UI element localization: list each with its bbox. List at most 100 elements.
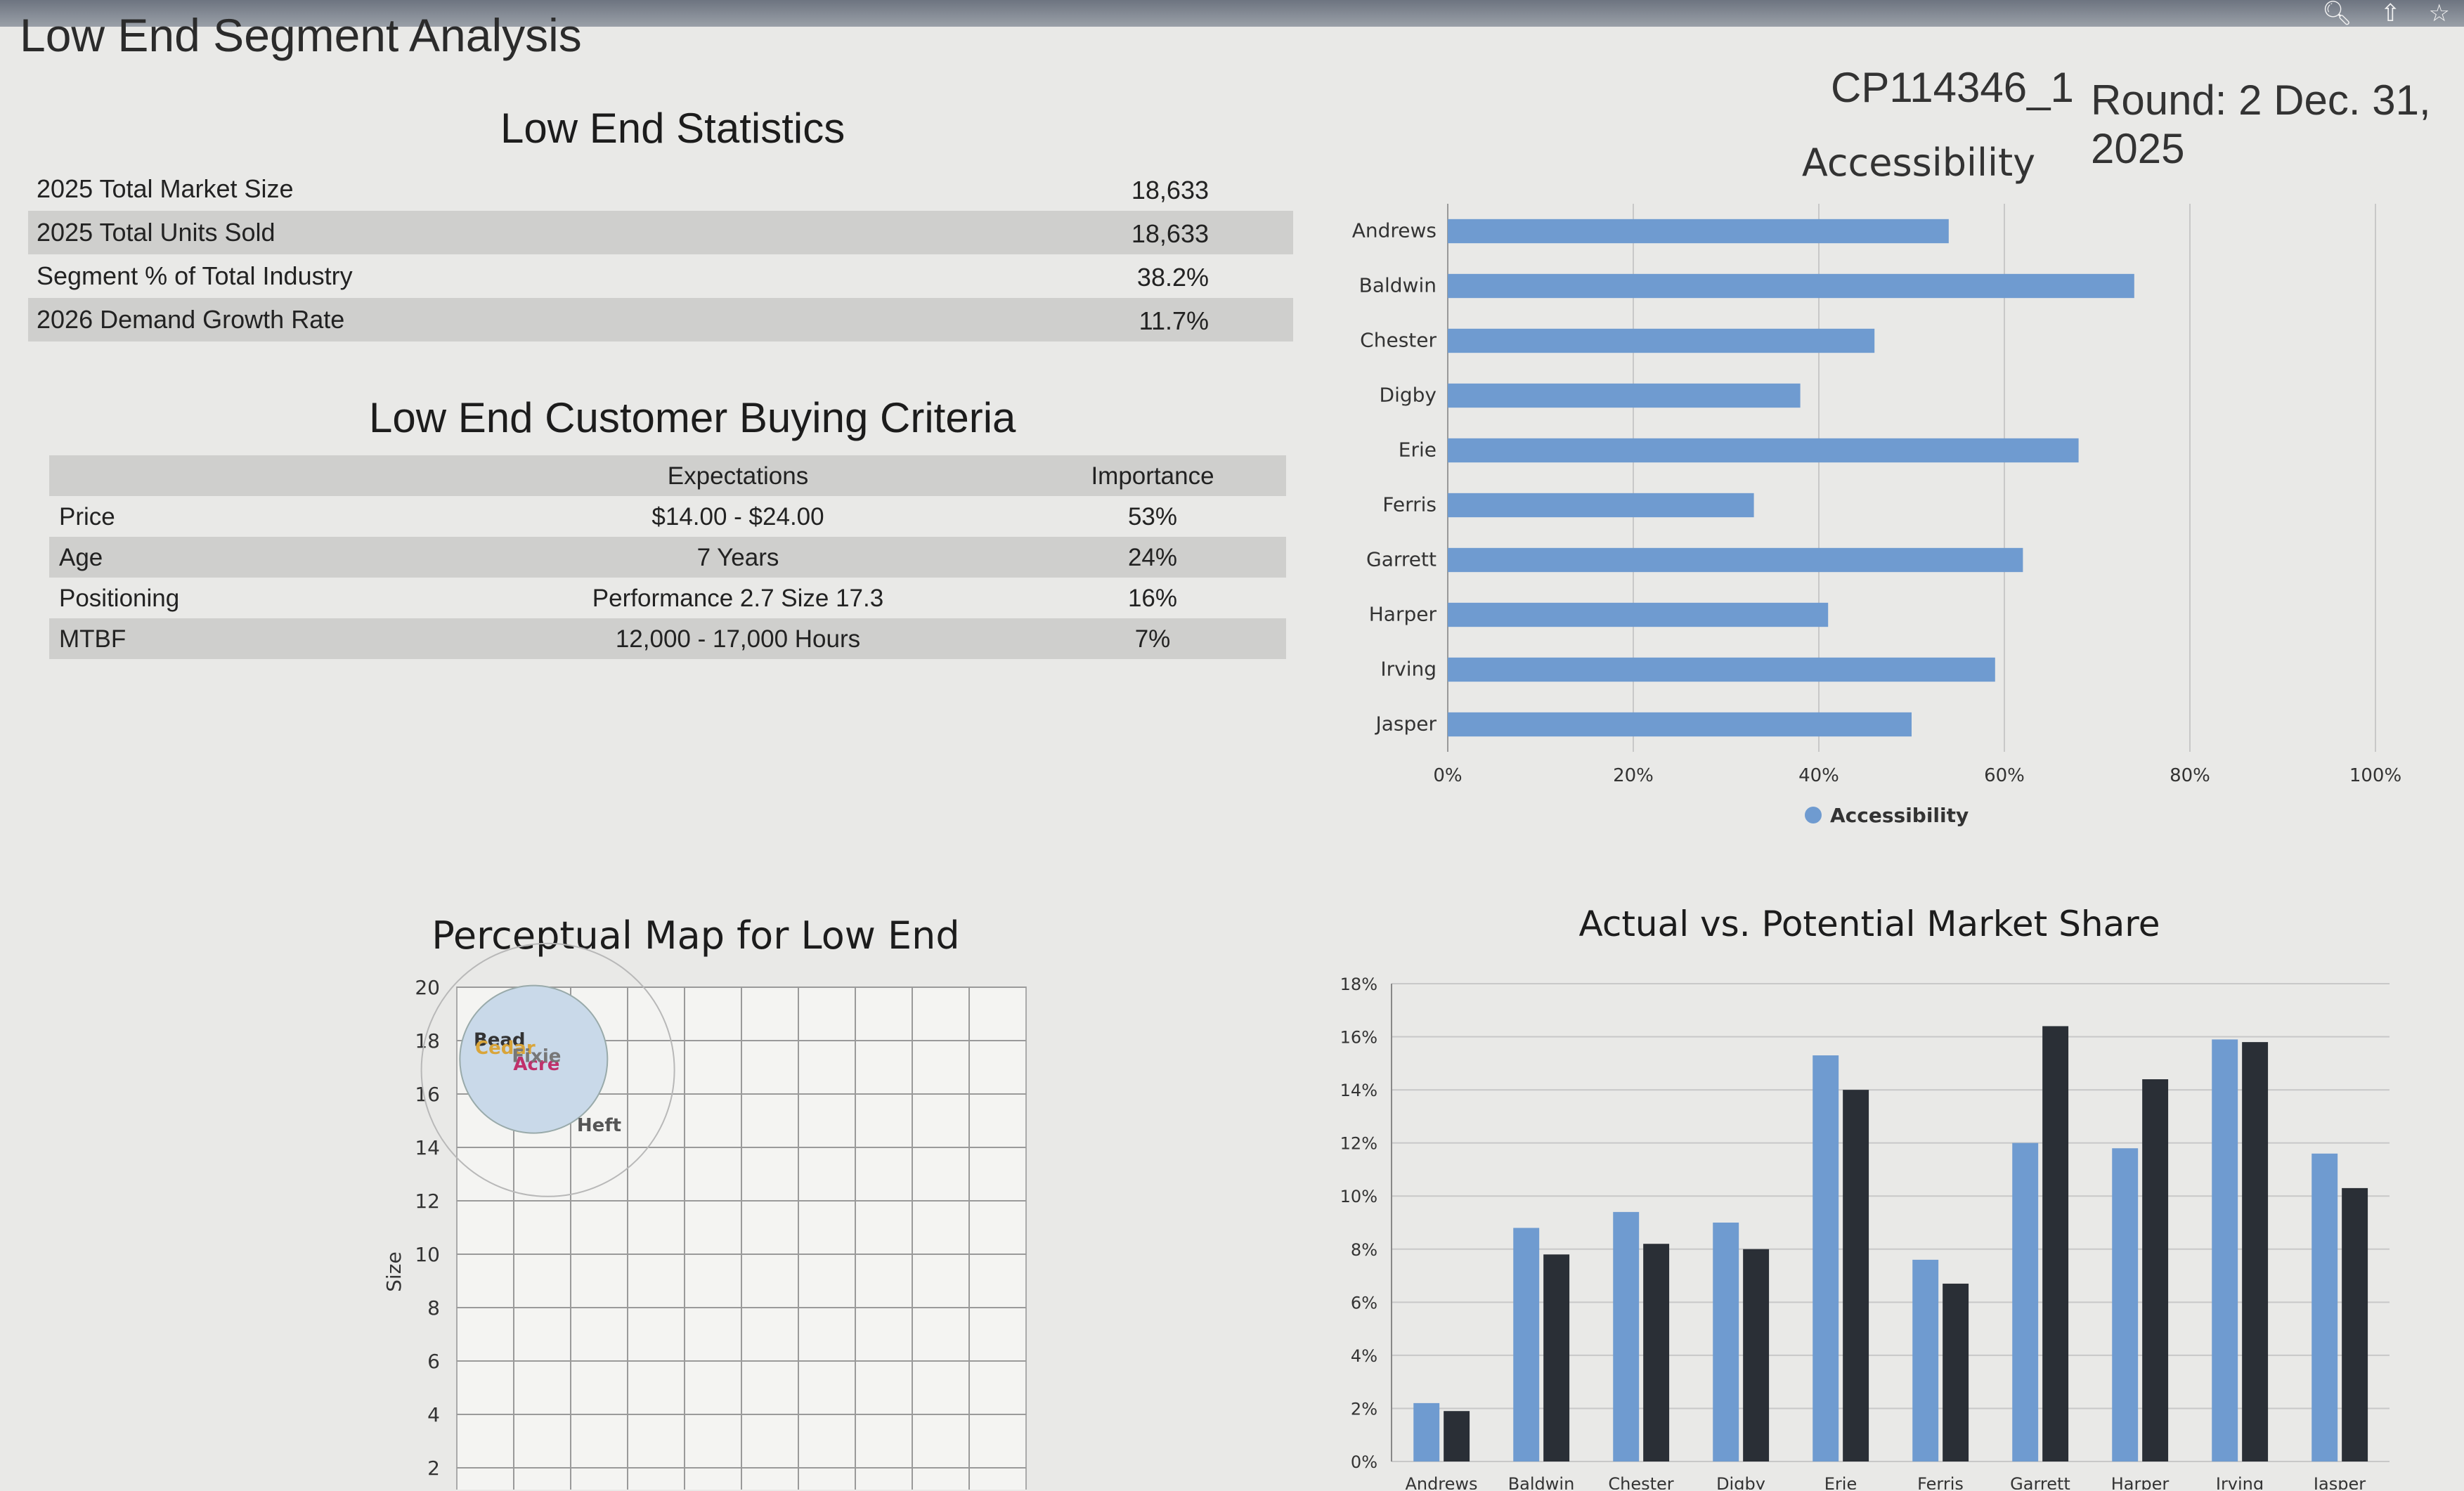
category-label: Baldwin: [1359, 274, 1437, 297]
bar-actual-jasper: [2311, 1153, 2338, 1461]
stat-value: 11.7%: [1139, 306, 1209, 335]
y-tick-label: 4%: [1351, 1346, 1377, 1366]
y-tick-label: 16: [415, 1083, 440, 1106]
bar-ferris: [1448, 493, 1754, 518]
x-tick-label: 100%: [2349, 765, 2401, 786]
stat-value: 18,633: [1131, 219, 1209, 248]
y-tick-label: 10%: [1340, 1187, 1377, 1206]
criteria-importance: 24%: [1127, 544, 1178, 571]
stat-label: 2025 Total Market Size: [37, 174, 294, 203]
company-id: CP114346_1: [1831, 64, 2074, 111]
round-label: Round: 2 Dec. 31, 2025: [2091, 77, 2431, 172]
criteria-name: Price: [59, 503, 115, 530]
category-label: Garrett: [1366, 548, 1437, 571]
bar-potential-harper: [2142, 1079, 2169, 1461]
y-tick-label: 14: [415, 1136, 440, 1159]
bar-potential-andrews: [1444, 1411, 1470, 1461]
stat-label: 2026 Demand Growth Rate: [37, 305, 345, 334]
y-tick-label: 6: [427, 1350, 440, 1373]
fine-cut-circle: [459, 984, 609, 1134]
category-label: Garrett: [2010, 1474, 2070, 1490]
category-label: Irving: [1380, 658, 1437, 681]
category-label: Ferris: [1917, 1474, 1964, 1490]
y-tick-label: 2: [427, 1457, 440, 1480]
y-tick-label: 18%: [1340, 975, 1377, 994]
category-label: Jasper: [2312, 1474, 2366, 1490]
y-tick-label: 16%: [1340, 1028, 1377, 1048]
product-label: Bead: [474, 1030, 526, 1051]
category-label: Chester: [1360, 329, 1437, 352]
category-label: Harper: [2111, 1474, 2170, 1490]
y-tick-label: 14%: [1340, 1081, 1377, 1100]
y-tick-label: 8%: [1351, 1240, 1377, 1260]
star-icon[interactable]: ☆: [2428, 0, 2450, 27]
x-tick-label: 0%: [1433, 765, 1462, 786]
category-label: Erie: [1824, 1474, 1857, 1490]
bar-andrews: [1448, 219, 1949, 244]
criteria-expectation: 12,000 - 17,000 Hours: [615, 625, 861, 653]
bar-potential-chester: [1643, 1244, 1670, 1461]
category-label: Baldwin: [1508, 1474, 1575, 1490]
x-tick-label: 20%: [1613, 765, 1654, 786]
stat-label: 2025 Total Units Sold: [37, 218, 275, 247]
bar-erie: [1448, 438, 2079, 463]
y-tick-label: 10: [415, 1243, 440, 1266]
y-axis-label: Size: [382, 1251, 406, 1291]
criteria-title: Low End Customer Buying Criteria: [369, 394, 1016, 441]
rough-cut-circle: [420, 942, 675, 1197]
criteria-name: Positioning: [59, 585, 180, 612]
product-label: Acre: [513, 1054, 559, 1075]
criteria-expectation: 7 Years: [696, 544, 779, 571]
category-label: Digby: [1380, 384, 1437, 407]
criteria-importance: 16%: [1127, 585, 1178, 612]
statistics-table: 2025 Total Market Size 18,633 2025 Total…: [28, 167, 1293, 341]
perceptual-map-chart: Perceptual Map for Low End24681012141618…: [382, 913, 1027, 1490]
bar-actual-ferris: [1912, 1259, 1939, 1461]
bar-chester: [1448, 328, 1875, 353]
bar-actual-andrews: [1413, 1402, 1440, 1461]
x-tick-label: 40%: [1798, 765, 1839, 786]
stat-row: Segment % of Total Industry 38.2%: [28, 254, 1293, 298]
bar-actual-baldwin: [1513, 1228, 1540, 1461]
criteria-name: Age: [59, 544, 103, 571]
criteria-row: Positioning Performance 2.7 Size 17.3 16…: [49, 578, 1286, 618]
browser-toolbar: 🔍︎ ⇧ ☆: [0, 0, 2464, 27]
criteria-row: MTBF 12,000 - 17,000 Hours 7%: [49, 618, 1286, 659]
criteria-expectation: Performance 2.7 Size 17.3: [592, 585, 884, 612]
bar-actual-garrett: [2012, 1142, 2039, 1461]
bar-garrett: [1448, 547, 2023, 573]
category-label: Chester: [1608, 1474, 1673, 1490]
criteria-importance: 7%: [1134, 625, 1171, 653]
share-icon[interactable]: ⇧: [2380, 0, 2401, 27]
x-tick-label: 80%: [2170, 765, 2210, 786]
statistics-title: Low End Statistics: [500, 105, 845, 152]
bar-harper: [1448, 602, 1829, 627]
criteria-table: Expectations Importance Price $14.00 - $…: [49, 455, 1286, 659]
bar-potential-ferris: [1943, 1283, 1969, 1461]
market-share-chart: Actual vs. Potential Market Share 0% 2% 4% 6…: [1340, 904, 2390, 1490]
bar-potential-baldwin: [1543, 1254, 1570, 1461]
criteria-importance: 53%: [1127, 503, 1178, 530]
zoom-icon[interactable]: 🔍︎: [2321, 0, 2353, 27]
criteria-row: Age 7 Years 24%: [49, 537, 1286, 578]
criteria-expectation: $14.00 - $24.00: [651, 503, 824, 530]
bar-potential-jasper: [2342, 1187, 2368, 1461]
y-tick-label: 8: [427, 1296, 440, 1320]
y-tick-label: 12: [415, 1190, 440, 1213]
stat-row: 2025 Total Market Size 18,633: [28, 167, 1293, 211]
y-tick-label: 20: [415, 976, 440, 999]
stat-value: 18,633: [1131, 176, 1209, 204]
criteria-header-row: Expectations Importance: [49, 455, 1286, 496]
bar-actual-erie: [1813, 1055, 1839, 1461]
criteria-row: Price $14.00 - $24.00 53%: [49, 496, 1286, 537]
category-label: Jasper: [1374, 712, 1437, 736]
bar-actual-harper: [2112, 1148, 2139, 1461]
category-label: Harper: [1369, 603, 1437, 626]
bar-actual-irving: [2212, 1039, 2238, 1461]
category-label: Erie: [1399, 438, 1437, 462]
bar-potential-digby: [1743, 1249, 1770, 1461]
bar-potential-garrett: [2042, 1026, 2069, 1461]
bar-jasper: [1448, 712, 1912, 737]
stat-label: Segment % of Total Industry: [37, 261, 353, 290]
criteria-name: MTBF: [59, 625, 127, 653]
